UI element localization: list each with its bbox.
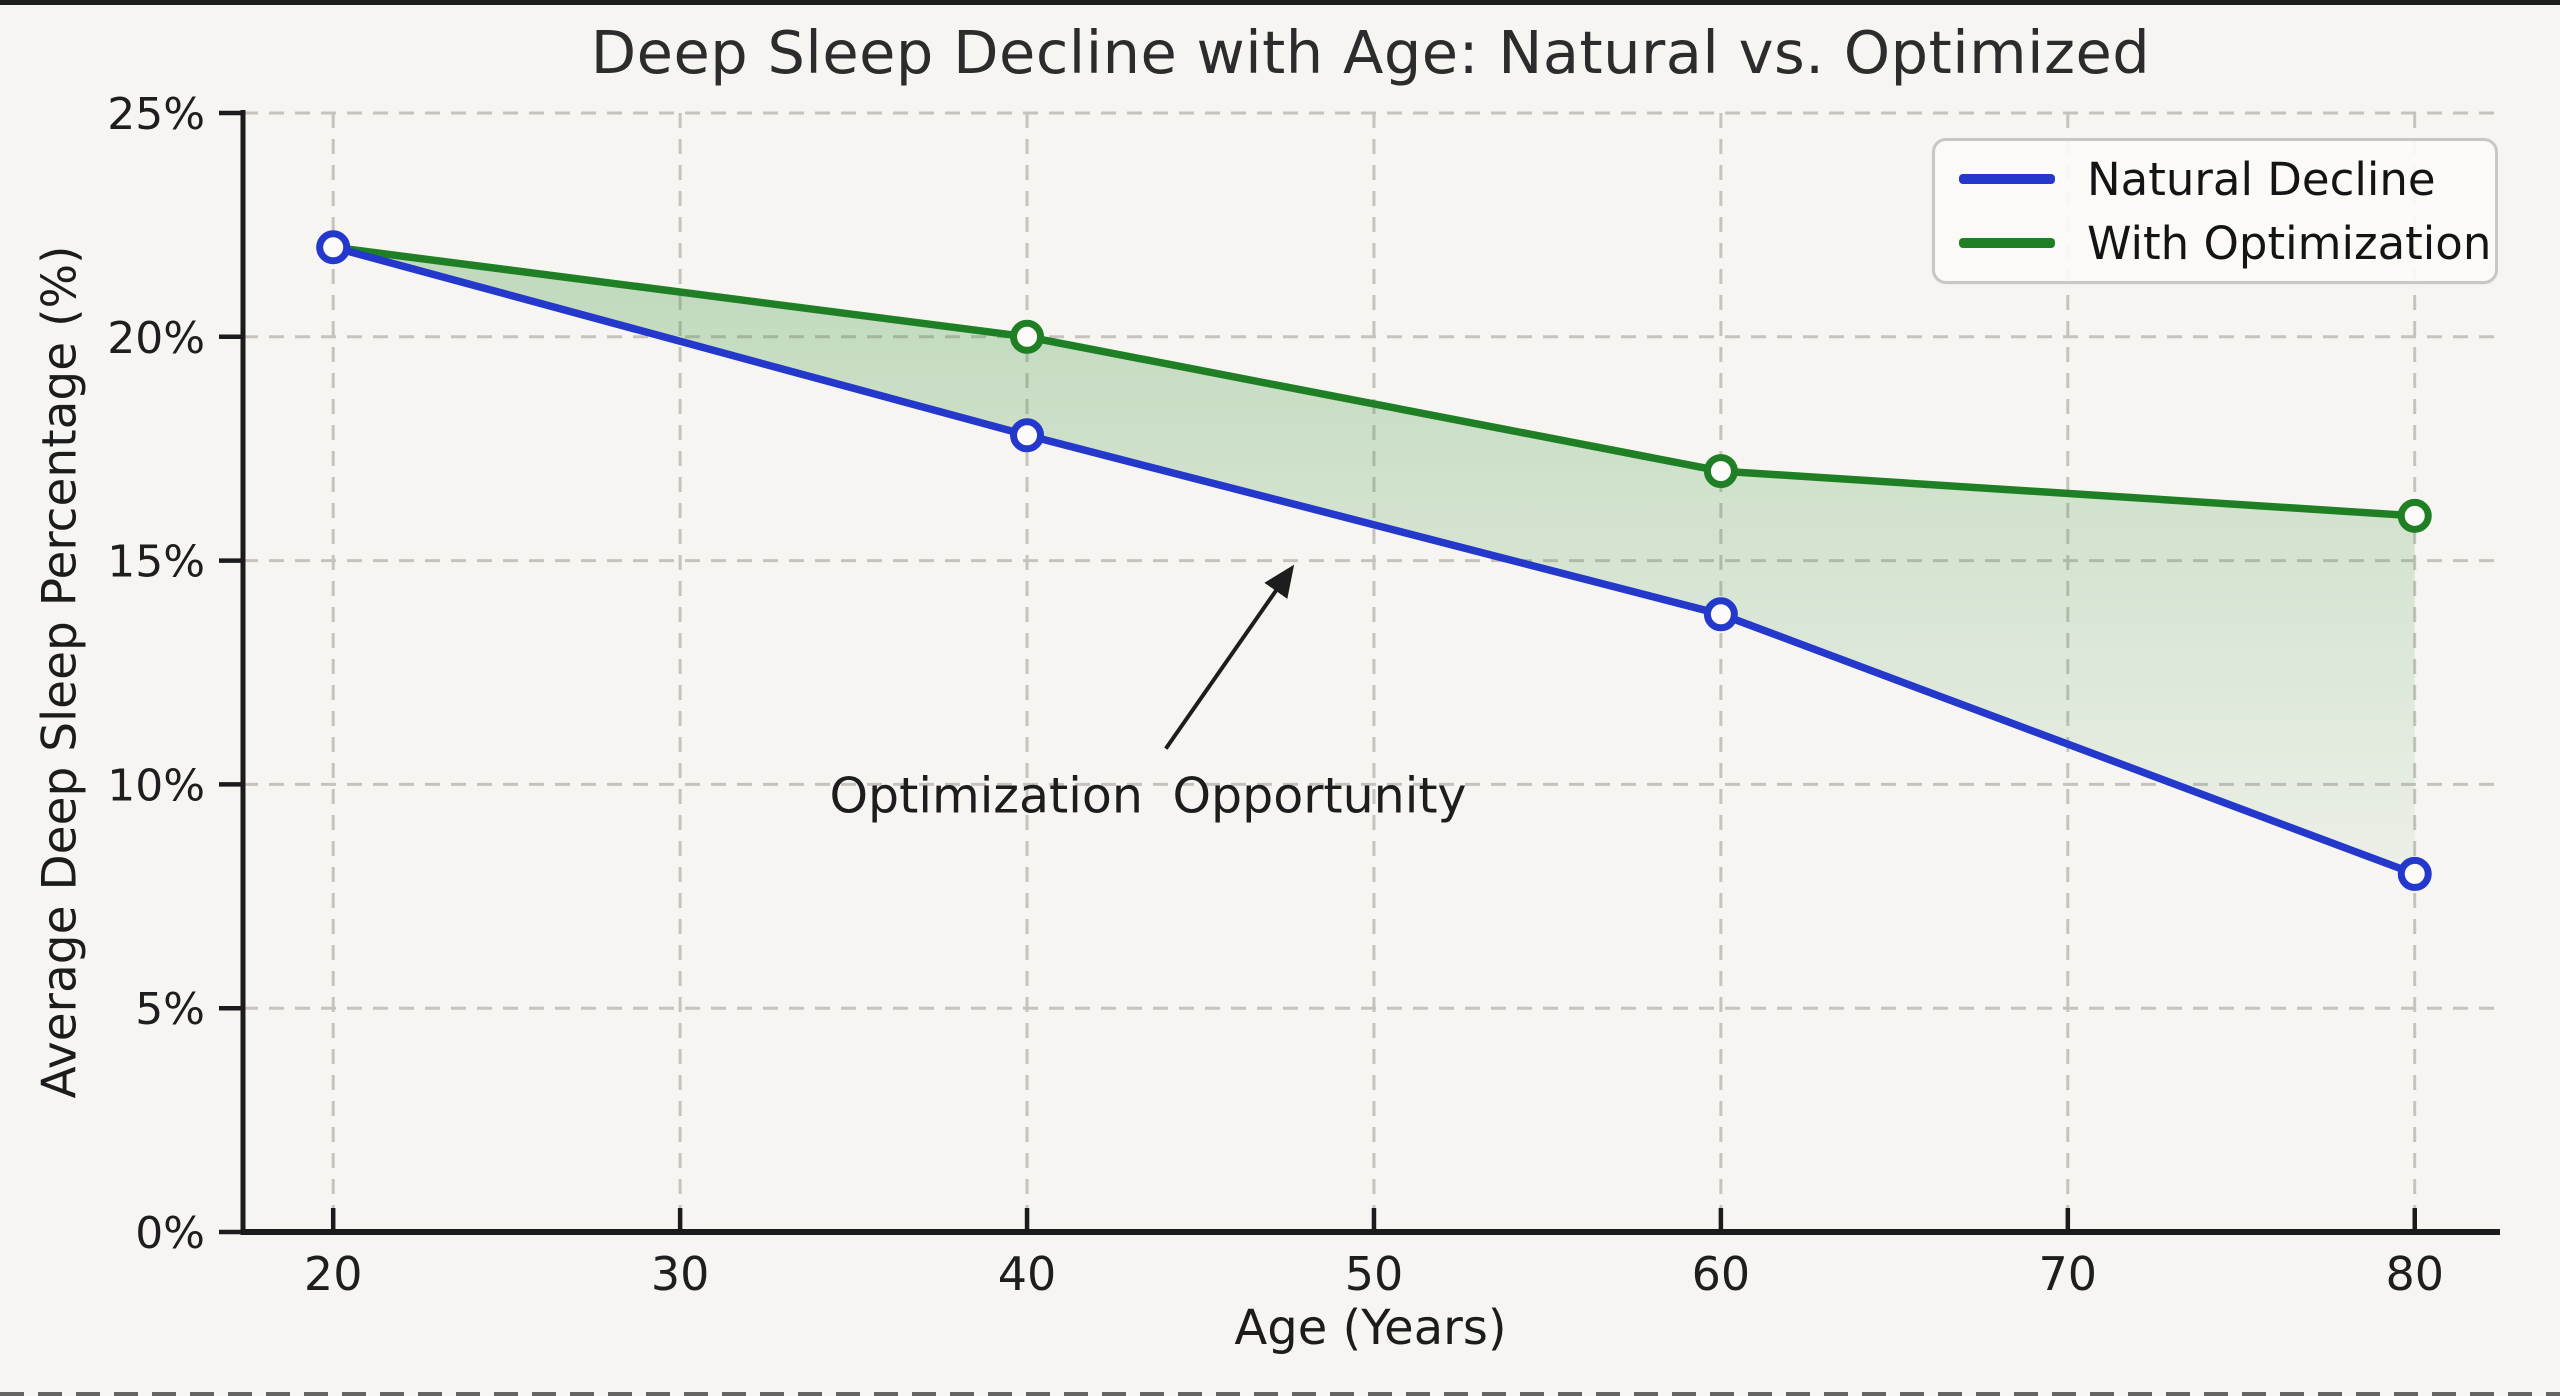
marker-natural-decline: [1703, 597, 1738, 632]
marker-natural-decline: [1010, 418, 1045, 453]
annotation-arrow: [1164, 564, 1295, 750]
marker-natural-decline: [2397, 856, 2432, 891]
legend-item-with-optimization: With Optimization: [1959, 215, 2491, 271]
screenshot-top-edge: [0, 0, 2560, 5]
x-tick-label: 30: [651, 1247, 710, 1301]
y-tick-label: 20%: [107, 313, 205, 364]
marker-with-optimization: [2397, 498, 2432, 533]
y-tick-label: 5%: [135, 984, 205, 1035]
y-tick-label: 10%: [107, 760, 205, 811]
y-tick-label: 25%: [107, 89, 205, 140]
chart-title: Deep Sleep Decline with Age: Natural vs.…: [590, 18, 2151, 87]
y-tick-label: 15%: [107, 537, 205, 588]
screenshot-bottom-edge: [0, 1392, 2560, 1396]
marker-with-optimization: [1010, 319, 1045, 354]
x-tick-label: 20: [304, 1247, 363, 1301]
series-line-natural-decline: [329, 243, 2419, 878]
x-tick-label: 70: [2039, 1247, 2098, 1301]
x-tick-label: 50: [1345, 1247, 1404, 1301]
x-axis-label: Age (Years): [1234, 1300, 1507, 1356]
legend-label: Natural Decline: [2087, 152, 2436, 206]
x-tick-label: 40: [998, 1247, 1057, 1301]
annotation-optimization-opportunity: Optimization Opportunity: [829, 767, 1467, 825]
legend-item-natural-decline: Natural Decline: [1959, 151, 2471, 207]
legend-swatch-green-line: [1959, 238, 2055, 248]
marker-with-optimization: [1703, 454, 1738, 489]
x-tick-label: 60: [1692, 1247, 1751, 1301]
x-tick-label: 80: [2385, 1247, 2444, 1301]
series-line-with-optimization: [329, 243, 2419, 520]
legend-label: With Optimization: [2087, 216, 2492, 270]
chart-legend: Natural Decline With Optimization: [1932, 138, 2498, 284]
y-axis-label: Average Deep Sleep Percentage (%): [32, 245, 88, 1099]
y-tick-label: 0%: [135, 1208, 205, 1259]
marker-natural-decline: [316, 230, 351, 265]
optimization-gap-area: [333, 247, 2415, 874]
legend-swatch-blue-line: [1959, 174, 2055, 184]
